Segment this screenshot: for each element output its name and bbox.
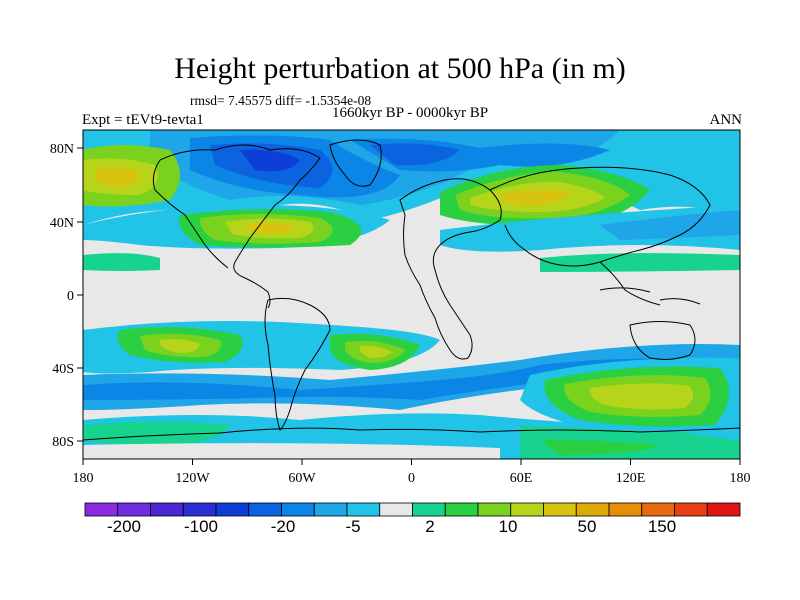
- colorbar-swatch: [84, 502, 119, 517]
- colorbar-swatch: [248, 502, 282, 517]
- colorbar-swatch: [346, 502, 381, 517]
- x-tick-label: 180: [730, 471, 751, 486]
- colorbar-swatch: [313, 502, 348, 517]
- colorbar-swatch: [281, 502, 315, 517]
- colorbar-label: -5: [345, 517, 360, 536]
- y-tick-label: 40S: [52, 362, 74, 377]
- x-tick-label: 120E: [616, 471, 646, 486]
- colorbar-swatch: [117, 502, 151, 517]
- colorbar-swatch: [674, 502, 708, 517]
- y-tick-marks: [77, 147, 83, 442]
- map-title: Height perturbation at 500 hPa (in m): [174, 52, 626, 85]
- x-tick-label: 0: [408, 471, 415, 486]
- colorbar-label: 10: [499, 517, 518, 536]
- y-tick-label: 80S: [52, 435, 74, 450]
- colorbar-swatch: [150, 502, 184, 517]
- experiment-label: Expt = tEVt9-tevta1: [82, 112, 204, 128]
- stats-label: rmsd= 7.45575 diff= -1.5354e-08: [190, 93, 372, 108]
- x-tick-label: 60W: [288, 471, 316, 486]
- contour-field: [83, 130, 740, 459]
- colorbar-label: 150: [648, 517, 676, 536]
- colorbar-labels: -200 -100 -20 -5 2 10 50 150: [107, 517, 676, 536]
- coastlines: [83, 139, 740, 441]
- season-label: ANN: [709, 112, 743, 128]
- colorbar-swatch: [182, 502, 217, 517]
- colorbar-label: 50: [578, 517, 597, 536]
- colorbar-swatch: [543, 502, 577, 517]
- colorbar-label: -200: [107, 517, 141, 536]
- colorbar-swatch: [215, 502, 250, 517]
- colorbar-swatch: [510, 502, 544, 517]
- colorbar-swatch: [641, 502, 675, 517]
- colorbar-swatch: [575, 502, 610, 517]
- x-tick-label: 180: [73, 471, 94, 486]
- colorbar-label: -100: [184, 517, 218, 536]
- y-tick-label: 40N: [50, 216, 74, 231]
- colorbar-label: 2: [425, 517, 434, 536]
- period-label: 1660kyr BP - 0000kyr BP: [331, 105, 489, 121]
- x-tick-label: 60E: [510, 471, 533, 486]
- x-tick-label: 120W: [175, 471, 210, 486]
- colorbar-swatch: [706, 502, 741, 517]
- colorbar-swatch: [477, 502, 512, 517]
- y-tick-label: 80N: [50, 142, 74, 157]
- colorbar-label: -20: [271, 517, 296, 536]
- colorbar-swatch: [379, 502, 413, 517]
- x-tick-marks: [82, 459, 741, 465]
- colorbar: [84, 502, 741, 517]
- colorbar-swatch: [608, 502, 643, 517]
- colorbar-swatch: [444, 502, 479, 517]
- y-tick-label: 0: [67, 289, 74, 304]
- colorbar-swatch: [412, 502, 446, 517]
